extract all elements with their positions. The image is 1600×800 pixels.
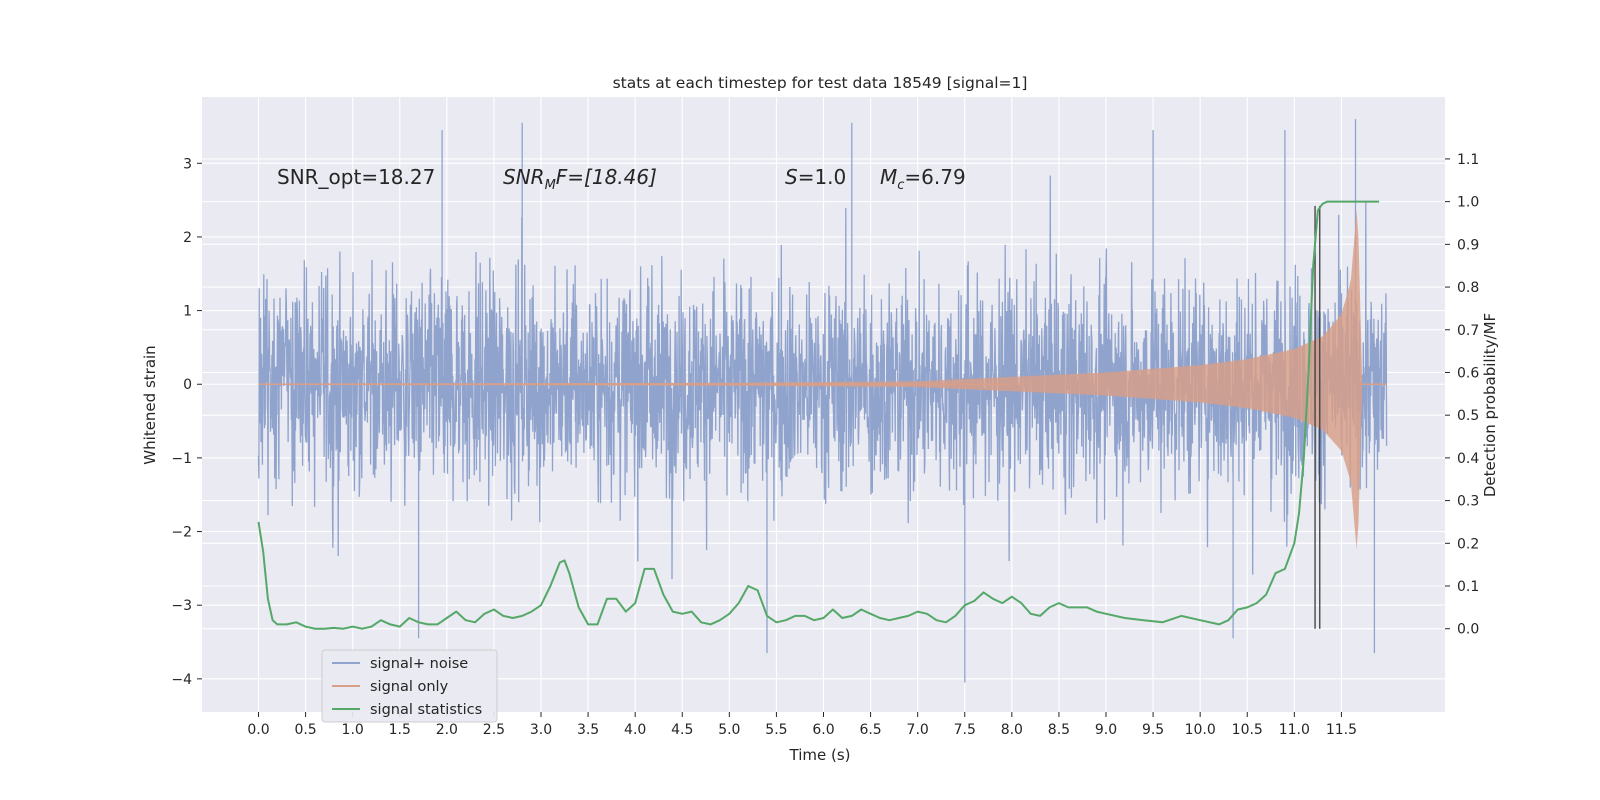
y-right-tick-label-3: 0.3 bbox=[1457, 494, 1479, 510]
y-right-tick-label-8: 0.8 bbox=[1457, 280, 1479, 296]
snr-mf-sub: M bbox=[545, 178, 556, 193]
y-tick-label-3: −1 bbox=[171, 451, 192, 467]
x-tick-label-9: 4.5 bbox=[671, 722, 693, 738]
x-tick-label-20: 10.0 bbox=[1185, 722, 1216, 738]
y-right-tick-label-1: 0.1 bbox=[1457, 579, 1479, 595]
chart-title: stats at each timestep for test data 185… bbox=[613, 74, 1028, 92]
annotation-s: S=1.0 bbox=[785, 165, 846, 189]
legend-label-signal: signal only bbox=[370, 679, 449, 695]
x-tick-label-12: 6.0 bbox=[812, 722, 834, 738]
s-rest: =1.0 bbox=[798, 165, 847, 189]
annotation-snr-opt: SNR_opt=18.27 bbox=[277, 165, 435, 189]
x-tick-label-1: 0.5 bbox=[294, 722, 316, 738]
y-tick-label-2: −2 bbox=[171, 525, 192, 541]
y-tick-label-5: 1 bbox=[183, 304, 192, 320]
y-right-tick-label-5: 0.5 bbox=[1457, 408, 1479, 424]
y-right-tick-label-2: 0.2 bbox=[1457, 536, 1479, 552]
series-signal-statistics bbox=[257, 200, 1380, 630]
x-tick-label-15: 7.5 bbox=[954, 722, 976, 738]
x-tick-label-4: 2.0 bbox=[436, 722, 458, 738]
x-tick-label-17: 8.5 bbox=[1048, 722, 1070, 738]
x-tick-label-13: 6.5 bbox=[859, 722, 881, 738]
x-tick-label-11: 5.5 bbox=[765, 722, 787, 738]
y-tick-label-4: 0 bbox=[183, 377, 192, 393]
y-tick-label-7: 3 bbox=[183, 156, 192, 172]
y-tick-label-6: 2 bbox=[183, 230, 192, 246]
x-axis-title: Time (s) bbox=[789, 746, 851, 764]
y-tick-label-0: −4 bbox=[171, 672, 192, 688]
y-right-tick-label-10: 1.0 bbox=[1457, 195, 1479, 211]
axes: 0.0 0.5 1.0 1.5 2.0 2.5 3.0 3.5 4.0 4.5 5.0 5.5 6.0 6… bbox=[171, 152, 1479, 738]
x-tick-label-23: 11.5 bbox=[1326, 722, 1357, 738]
legend-label-statistics: signal statistics bbox=[370, 702, 482, 718]
y-right-tick-label-4: 0.4 bbox=[1457, 451, 1479, 467]
statistics-line bbox=[257, 200, 1380, 630]
x-tick-label-18: 9.0 bbox=[1095, 722, 1117, 738]
x-tick-label-19: 9.5 bbox=[1142, 722, 1164, 738]
snr-mf-base: SNR bbox=[503, 165, 545, 189]
y-right-tick-label-7: 0.7 bbox=[1457, 323, 1479, 339]
x-tick-label-10: 5.0 bbox=[718, 722, 740, 738]
snr-mf-rest: F=[18.46] bbox=[556, 165, 657, 189]
series-signal-only bbox=[258, 210, 1387, 550]
annotation-snr-mf: SNRMF=[18.46] bbox=[503, 165, 657, 193]
x-tick-label-0: 0.0 bbox=[247, 722, 269, 738]
mc-rest: =6.79 bbox=[904, 165, 965, 189]
y-right-axis-title: Detection probability/MF bbox=[1481, 313, 1499, 497]
legend-label-noise: signal+ noise bbox=[370, 656, 468, 672]
x-tick-label-21: 10.5 bbox=[1232, 722, 1263, 738]
x-tick-label-2: 1.0 bbox=[342, 722, 364, 738]
mc-var: M bbox=[880, 165, 897, 189]
mc-sub: c bbox=[897, 178, 904, 193]
y-right-tick-label-9: 0.9 bbox=[1457, 237, 1479, 253]
x-tick-label-8: 4.0 bbox=[624, 722, 646, 738]
y-axis-title: Whitened strain bbox=[141, 345, 159, 464]
x-tick-label-22: 11.0 bbox=[1279, 722, 1310, 738]
signal-envelope bbox=[258, 210, 1363, 550]
x-tick-label-7: 3.5 bbox=[577, 722, 599, 738]
y-right-tick-label-6: 0.6 bbox=[1457, 365, 1479, 381]
x-tick-label-16: 8.0 bbox=[1001, 722, 1023, 738]
legend: signal+ noise signal only signal statist… bbox=[321, 649, 498, 723]
y-right-tick-label-0: 0.0 bbox=[1457, 622, 1479, 638]
annotations: SNR_opt=18.27 SNRMF=[18.46] S=1.0 Mc=6.7… bbox=[277, 165, 966, 193]
annotation-mc: Mc=6.79 bbox=[880, 165, 966, 193]
legend-box bbox=[321, 649, 498, 723]
x-tick-label-3: 1.5 bbox=[389, 722, 411, 738]
s-var: S bbox=[785, 165, 798, 189]
x-tick-label-14: 7.0 bbox=[907, 722, 929, 738]
x-tick-label-5: 2.5 bbox=[483, 722, 505, 738]
x-tick-label-6: 3.0 bbox=[530, 722, 552, 738]
y-tick-label-1: −3 bbox=[171, 598, 192, 614]
y-right-tick-label-11: 1.1 bbox=[1457, 152, 1479, 168]
